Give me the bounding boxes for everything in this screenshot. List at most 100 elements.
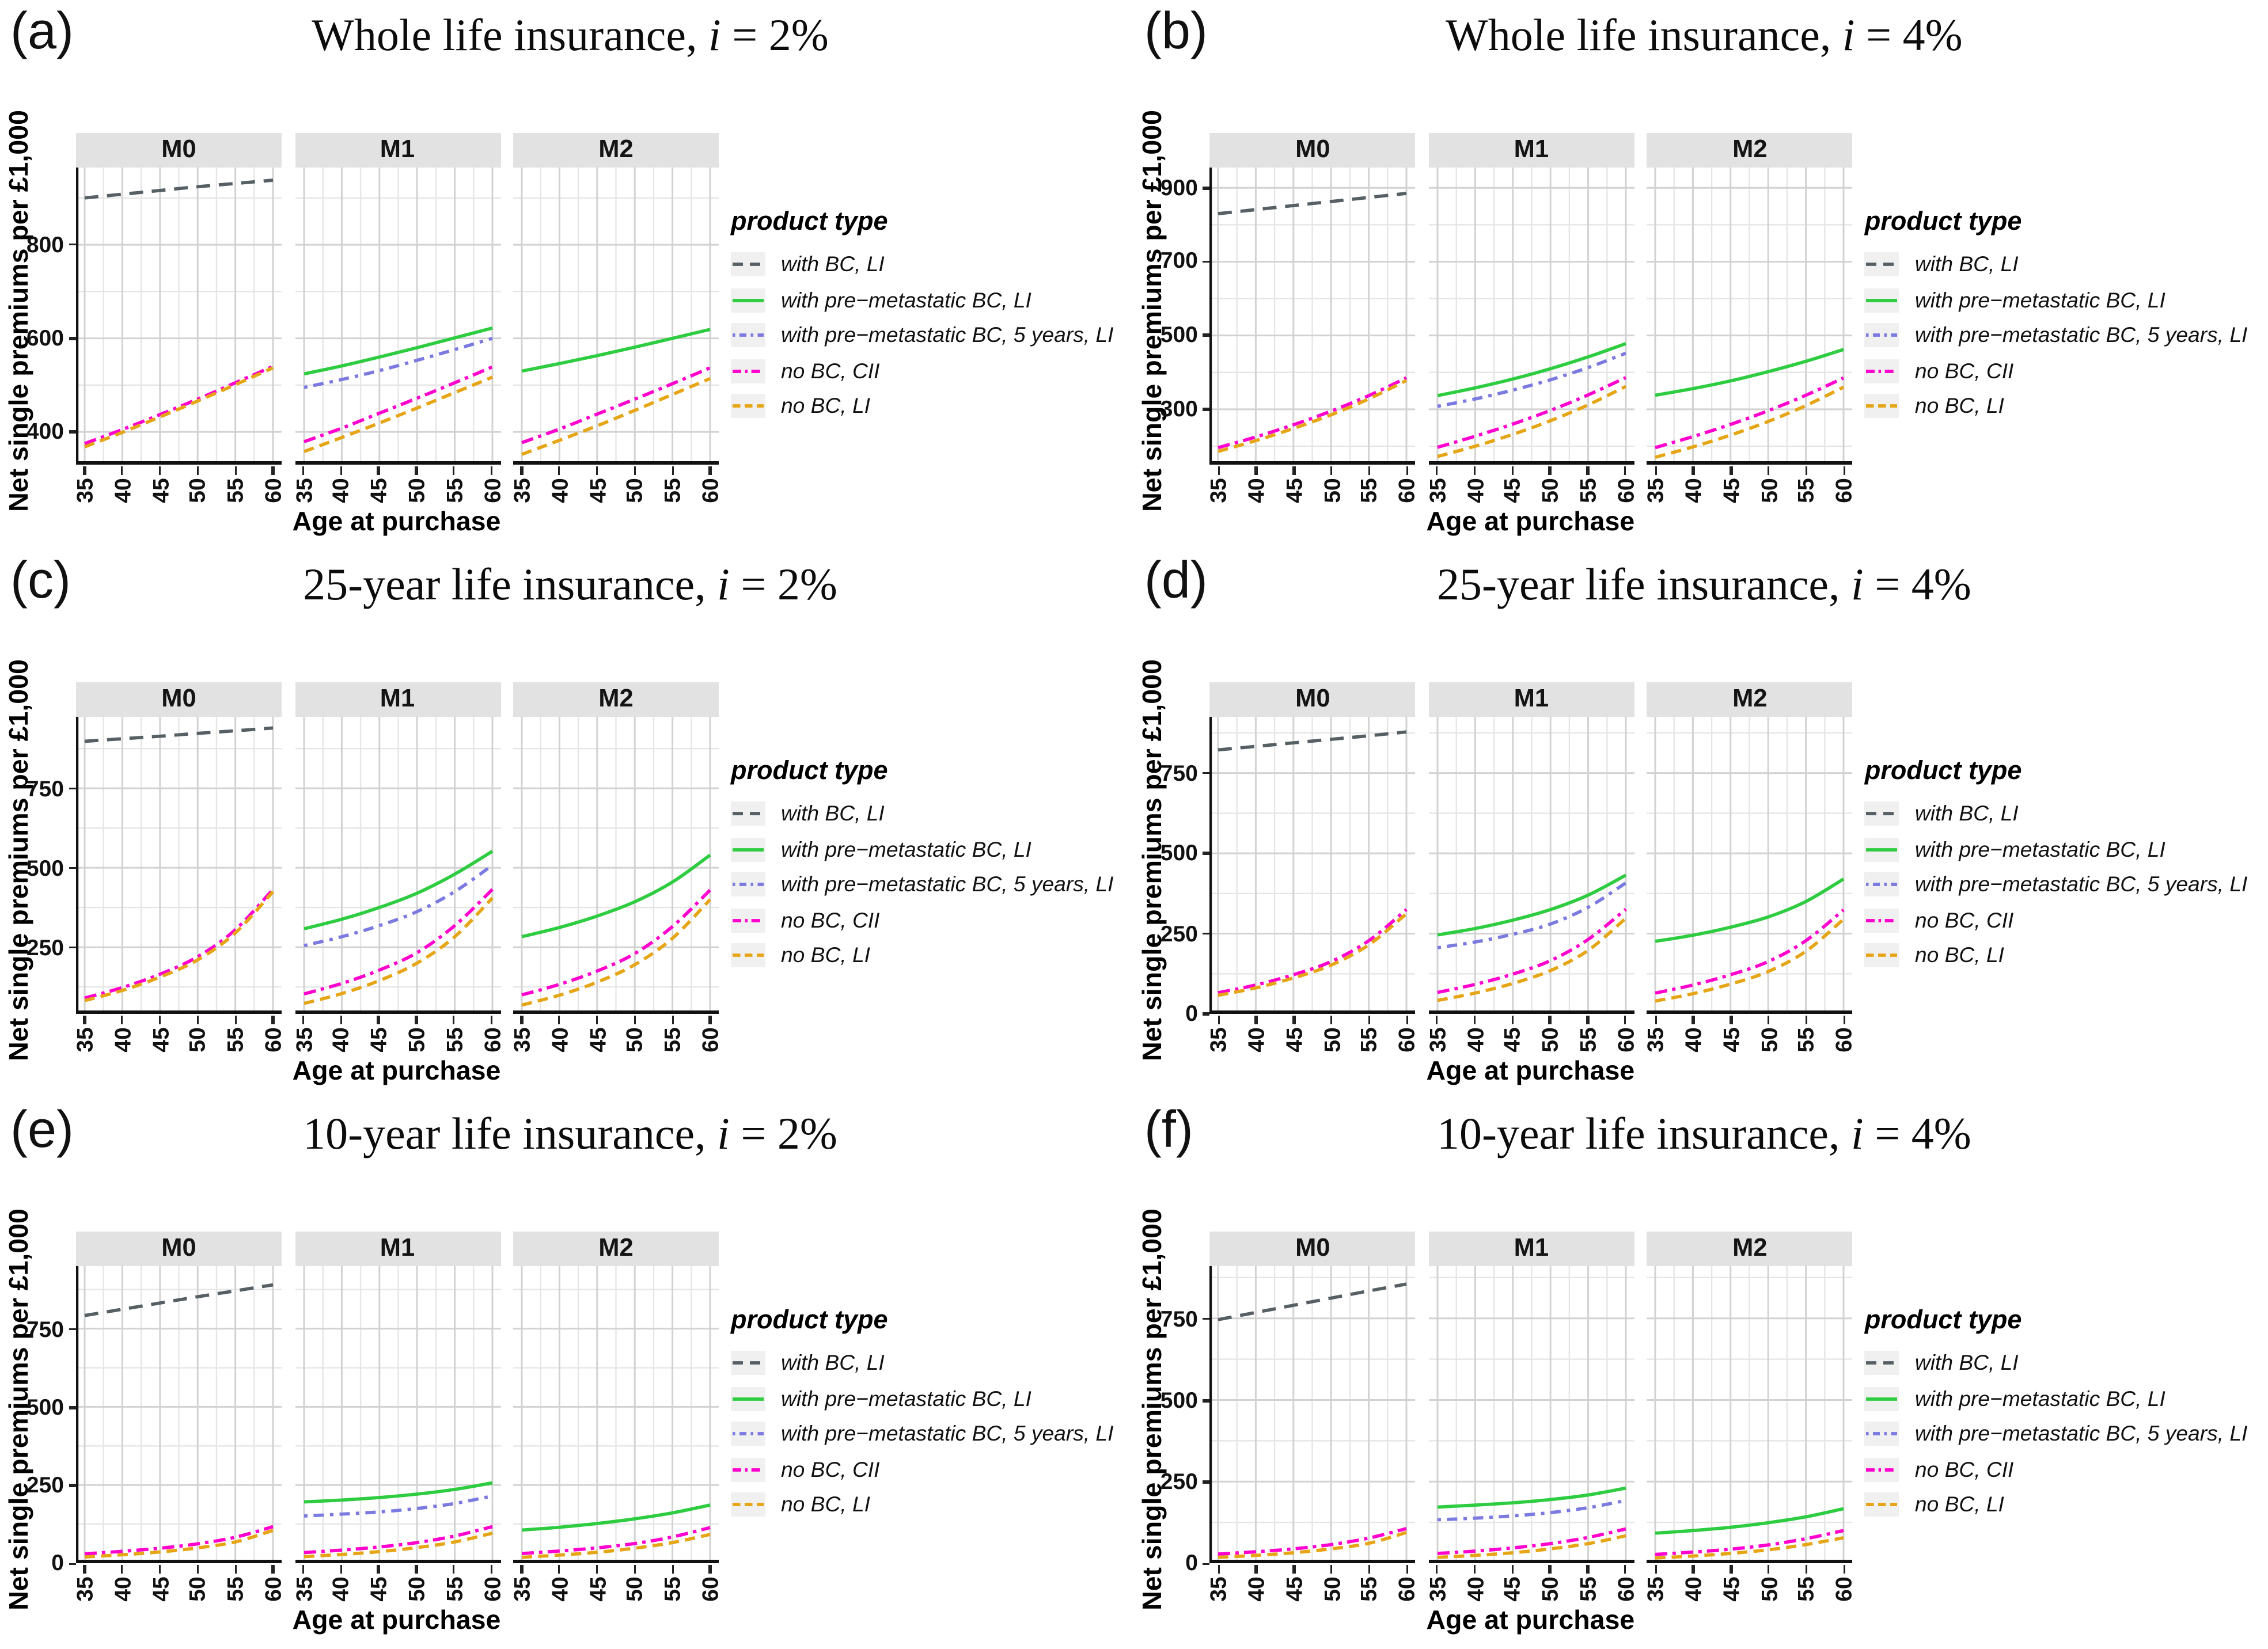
x-tick-mark [415,1016,418,1024]
y-tick-mark [68,243,76,246]
x-tick-label: 55 [441,1577,467,1602]
x-tick-label: 60 [260,1577,286,1602]
y-tick-label: 500 [26,1393,64,1420]
legend-title: product type [731,1306,888,1336]
facet-strip: M0 [1209,1232,1416,1267]
x-tick-mark [1405,466,1408,474]
x-tick-label: 45 [584,1027,610,1053]
x-tick-label: 40 [1462,1577,1488,1602]
x-tick-label: 35 [1643,1577,1669,1602]
x-tick-mark [453,1566,456,1574]
x-tick-mark [1586,1016,1590,1024]
x-tick-mark [83,1016,86,1024]
legend-key [731,1493,765,1518]
x-tick-mark [158,466,161,474]
legend-item: no BC, LI [1864,943,2247,968]
x-tick-mark [1730,1566,1732,1574]
x-tick-label: 50 [1755,1027,1782,1053]
x-tick-label: 50 [1537,1027,1564,1053]
y-tick-mark [1202,187,1210,189]
x-tick-mark [1217,466,1220,474]
series-line [1218,1528,1408,1557]
x-tick-label: 60 [1612,1577,1639,1602]
series-line [1437,1487,1626,1510]
x-tick-mark [415,466,418,474]
legend-item-label: with pre−metastatic BC, 5 years, LI [1914,872,2248,897]
y-axis-title: Net single premiums per £1,000 [5,110,35,512]
x-tick-label: 40 [109,478,135,503]
legend-key [731,1351,765,1376]
legend-key [731,358,765,383]
y-tick-label: 250 [26,933,64,960]
x-tick-mark [271,466,275,474]
figure-label: (f) [1144,1103,1193,1160]
series-line [303,1481,492,1504]
x-tick-label: 45 [1281,1027,1307,1053]
x-tick-label: 60 [1831,1027,1857,1053]
legend-item: with pre−metastatic BC, 5 years, LI [731,323,1113,347]
facet-strip-label: M2 [598,686,634,714]
series-line [1218,730,1408,752]
x-tick-mark [520,1566,524,1574]
x-tick-label: 45 [1718,1577,1744,1602]
x-tick-label: 60 [1394,1577,1420,1602]
panel-plot-M2 [513,717,719,1015]
legend-item-label: no BC, LI [781,1493,870,1518]
facet-strip-label: M2 [1732,686,1768,714]
x-tick-label: 50 [621,1027,648,1053]
x-tick-label: 60 [1394,478,1420,503]
series-line [521,328,711,373]
series-line [1436,908,1627,994]
legend-item-label: with BC, LI [1914,252,2019,276]
x-tick-mark [1405,1016,1408,1024]
x-tick-label: 40 [546,1577,572,1602]
x-tick-mark [1624,466,1627,474]
panel-plot-M2 [513,168,719,465]
x-tick-label: 40 [1680,1027,1706,1053]
series-line [521,854,711,939]
legend-item: no BC, CII [1864,358,2247,383]
facet-strip-label: M1 [380,136,415,164]
x-tick-label: 55 [222,1577,249,1602]
series-line [1436,385,1626,458]
facet-strip-label: M2 [598,136,634,164]
facet-strip-label: M1 [1514,1236,1549,1264]
x-tick-label: 40 [1462,1027,1488,1053]
facet-strip-label: M0 [1295,1236,1330,1264]
series-line [84,1283,274,1318]
y-tick-mark [68,867,76,869]
x-tick-mark [453,1016,456,1024]
x-tick-label: 35 [71,1577,98,1602]
x-tick-mark [708,1016,712,1024]
x-tick-label: 40 [1243,478,1269,503]
series-line [302,336,492,389]
x-tick-mark [634,1016,636,1024]
panel-plot-M0 [75,1267,282,1564]
x-tick-mark [1255,466,1258,474]
series-line [84,888,275,1000]
series-line [1218,1283,1408,1322]
y-tick-mark [1202,408,1210,411]
legend-items: with BC, LI with pre−metastatic BC, LI wit… [731,1351,1113,1518]
x-tick-label: 35 [509,1577,535,1602]
legend-item: with BC, LI [731,252,1113,276]
facet-strip-label: M2 [1732,1236,1768,1264]
legend-item: no BC, CII [1864,908,2247,933]
x-tick-mark [1405,1566,1408,1574]
x-tick-mark [377,1016,380,1024]
x-tick-label: 50 [184,478,211,503]
x-tick-mark [196,466,199,474]
x-tick-label: 60 [1612,478,1639,503]
x-tick-label: 50 [403,1577,430,1602]
x-axis-title: Age at purchase [292,1607,501,1637]
series-line [1655,348,1845,397]
y-tick-mark [1202,260,1210,263]
x-tick-label: 50 [1318,478,1345,503]
legend-item: with pre−metastatic BC, LI [731,1386,1113,1411]
x-tick-mark [1436,1016,1439,1024]
x-tick-mark [83,1566,86,1574]
x-tick-mark [453,466,456,474]
x-tick-label: 55 [1356,478,1382,503]
x-tick-mark [558,1566,561,1574]
y-tick-label: 900 [1160,174,1198,200]
